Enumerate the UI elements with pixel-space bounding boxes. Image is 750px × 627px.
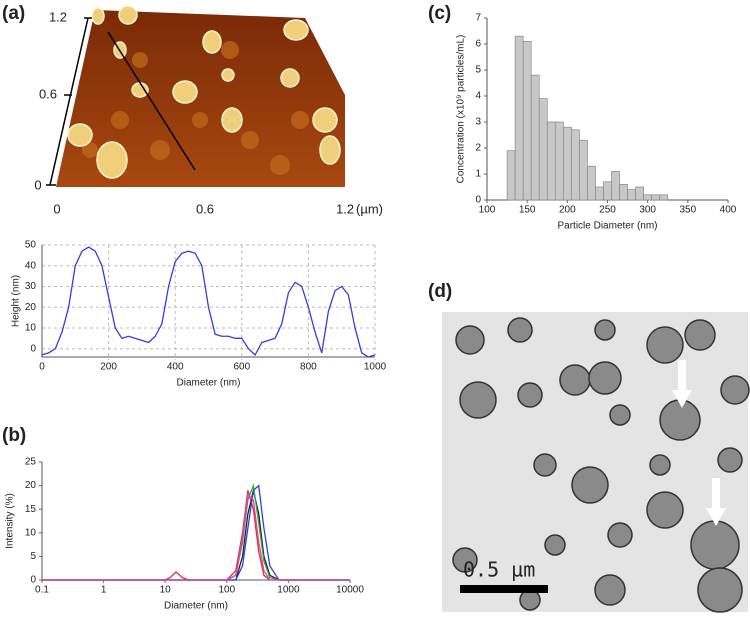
bar [538, 98, 548, 201]
data-line [42, 483, 350, 581]
y-tick-label: 40 [25, 260, 37, 271]
data-line [41, 246, 376, 358]
x-tick-label: 10000 [336, 585, 364, 596]
bar [562, 126, 572, 201]
x-tick-label: 600 [233, 362, 250, 373]
y-tick-label: 2 [475, 143, 481, 154]
bar [595, 186, 604, 201]
bar [530, 74, 540, 201]
afm-tick-label: 1.2 [336, 201, 354, 216]
y-tick-label: 30 [25, 281, 37, 292]
x-tick-label: 200 [100, 362, 117, 373]
x-tick-label: 10 [160, 585, 172, 596]
bar [570, 129, 580, 201]
x-tick-label: 1000 [277, 585, 300, 596]
bar [522, 41, 532, 201]
bar [619, 184, 628, 201]
x-tick-label: 100 [218, 585, 235, 596]
y-tick-label: 7 [475, 13, 481, 24]
x-axis-label: Diameter (nm) [177, 378, 241, 389]
panel-label: (d) [428, 281, 452, 302]
bar [643, 194, 653, 201]
panel-label: (a) [2, 3, 25, 24]
data-line [42, 490, 350, 581]
data-line [42, 490, 350, 581]
panel-label: (b) [2, 425, 26, 446]
scale-bar-label: 0.5 µm [463, 558, 535, 582]
y-tick-label: 0 [30, 343, 36, 354]
panel-label: (c) [428, 3, 451, 24]
bar [546, 121, 556, 201]
bar [611, 171, 620, 201]
y-tick-label: 1 [475, 169, 481, 180]
x-tick-label: 150 [519, 205, 536, 216]
y-tick-label: 4 [475, 91, 481, 102]
y-tick-label: 15 [25, 504, 37, 515]
x-axis-label: Particle Diameter (nm) [557, 221, 657, 232]
axis [41, 245, 375, 358]
bar [506, 150, 516, 201]
bar [635, 186, 644, 201]
afm-tick-label: 0 [34, 177, 41, 192]
y-tick-label: 20 [25, 480, 37, 491]
x-tick-label: 0 [39, 362, 45, 373]
afm-unit: (µm) [356, 201, 383, 216]
bar [514, 35, 524, 201]
afm-tick-label: 1.2 [49, 9, 67, 24]
y-tick-label: 10 [25, 323, 37, 334]
y-tick-label: 5 [30, 551, 36, 562]
y-tick-label: 3 [475, 117, 481, 128]
x-tick-label: 100 [479, 205, 496, 216]
y-tick-label: 25 [25, 457, 37, 468]
bar [603, 181, 612, 201]
bar [554, 121, 564, 201]
y-tick-label: 50 [25, 240, 37, 251]
y-tick-label: 10 [25, 527, 37, 538]
y-tick-label: 0 [475, 195, 481, 206]
x-axis-label: Diameter (nm) [164, 601, 228, 612]
afm-tick-label: 0 [53, 201, 60, 216]
afm-tick-label: 0.6 [196, 201, 214, 216]
y-axis-label: Height (nm) [11, 275, 22, 327]
bar [579, 139, 588, 201]
x-tick-label: 1 [101, 585, 107, 596]
y-tick-label: 0 [30, 575, 36, 586]
x-tick-label: 400 [167, 362, 184, 373]
y-tick-label: 5 [475, 65, 481, 76]
y-tick-label: 20 [25, 302, 37, 313]
data-line [42, 493, 350, 581]
axis [41, 462, 350, 581]
tem-image [442, 312, 750, 613]
bar [587, 165, 596, 201]
y-axis-label: Concentration (x10⁹ particles/mL) [456, 35, 467, 184]
x-tick-label: 200 [559, 205, 576, 216]
bar [651, 194, 661, 201]
x-tick-label: 800 [300, 362, 317, 373]
y-axis-label: Intensity (%) [5, 493, 16, 549]
x-tick-label: 0.1 [35, 585, 49, 596]
afm-image [46, 5, 345, 187]
y-tick-label: 6 [475, 39, 481, 50]
x-tick-label: 400 [720, 205, 737, 216]
afm-tick-label: 0.6 [39, 86, 57, 101]
x-tick-label: 250 [599, 205, 616, 216]
x-tick-label: 300 [639, 205, 656, 216]
bar [659, 194, 669, 201]
x-tick-label: 1000 [364, 362, 387, 373]
bar [627, 189, 636, 201]
x-tick-label: 350 [679, 205, 696, 216]
data-line [42, 484, 350, 581]
